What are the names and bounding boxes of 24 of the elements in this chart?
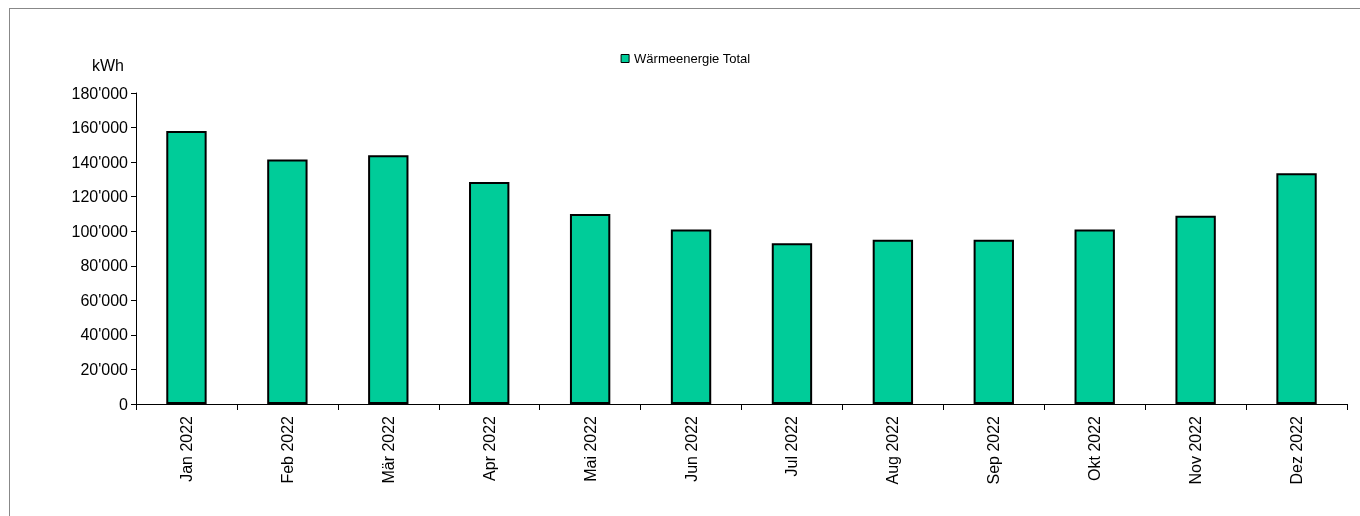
y-axis-title: kWh [92, 56, 124, 74]
x-tick-label: Feb 2022 [278, 415, 296, 484]
x-tick-label: Jul 2022 [783, 415, 801, 477]
y-tick-label: 80'000 [80, 257, 129, 275]
x-tick-label: Sep 2022 [985, 415, 1003, 485]
y-tick-label: 120'000 [71, 188, 129, 206]
y-tick-label: 40'000 [80, 326, 129, 344]
x-tick-label: Mär 2022 [379, 415, 397, 484]
x-tick-label: Nov 2022 [1187, 415, 1205, 485]
x-tick-label: Jan 2022 [177, 415, 195, 482]
y-tick-label: 100'000 [71, 222, 129, 240]
legend-label: Wärmeenergie Total [634, 51, 751, 66]
y-tick-label: 140'000 [71, 153, 129, 171]
x-tick-label: Aug 2022 [884, 415, 902, 485]
y-tick-label: 0 [119, 395, 129, 413]
y-tick-label: 20'000 [80, 360, 129, 378]
x-tick-label: Okt 2022 [1086, 415, 1104, 481]
x-tick-label: Dez 2022 [1288, 415, 1306, 485]
x-tick-label: Mai 2022 [581, 415, 599, 482]
y-tick-label: 60'000 [80, 291, 129, 309]
x-tick-label: Jun 2022 [682, 415, 700, 482]
y-tick-label: 160'000 [71, 119, 129, 137]
y-tick-label: 180'000 [71, 84, 129, 102]
x-tick-label: Apr 2022 [480, 415, 498, 481]
